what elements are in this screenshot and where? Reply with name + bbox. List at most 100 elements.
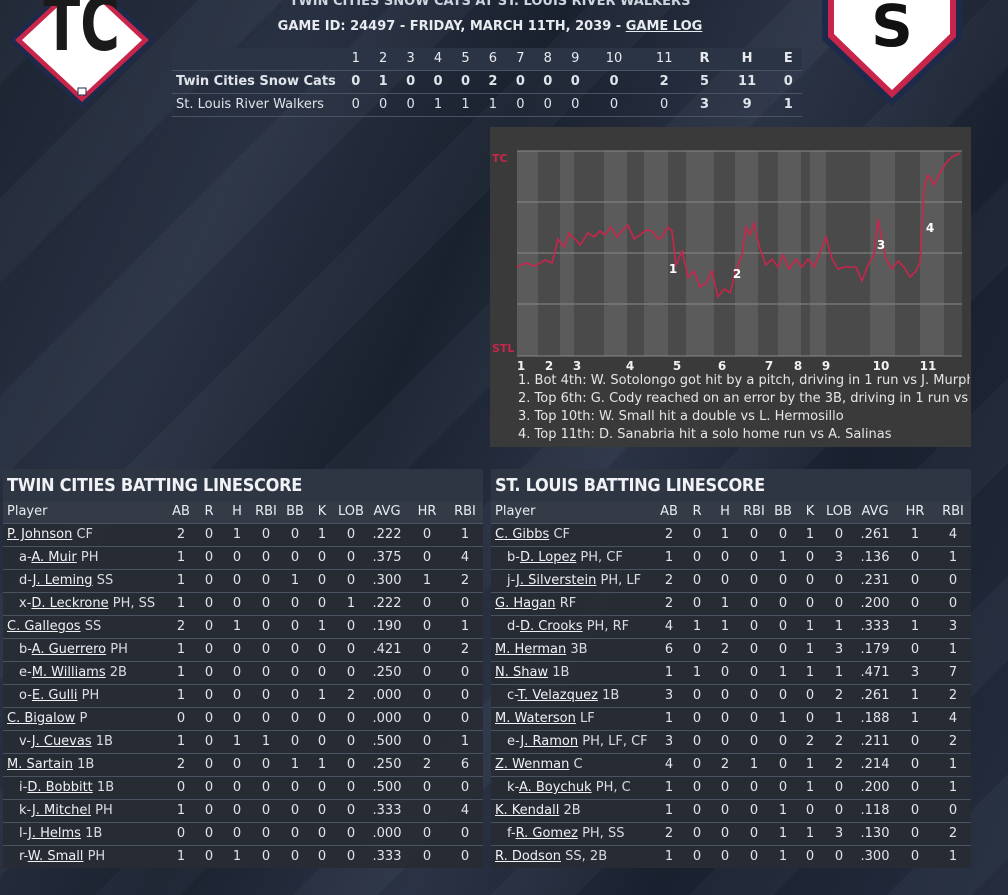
player-link[interactable]: D. Bobbitt <box>27 780 93 795</box>
stat-cell: 0 <box>335 775 367 799</box>
player-link[interactable]: M. Herman <box>495 642 567 657</box>
player-link[interactable]: N. Shaw <box>495 665 549 680</box>
stat-cell: 0 <box>683 683 711 707</box>
player-link[interactable]: C. Gibbs <box>495 527 550 542</box>
player-link[interactable]: K. Kendall <box>495 803 560 818</box>
stat-cell: 1 <box>895 614 935 638</box>
stat-cell: 2 <box>655 821 683 845</box>
batter-row: G. Hagan RF 2 0 1 0 0 0 0.200 0 0 <box>491 591 971 615</box>
player-link[interactable]: J. Mitchel <box>31 803 91 818</box>
player-link[interactable]: M. Williams <box>31 665 106 680</box>
player-link[interactable]: A. Guerrero <box>31 642 107 657</box>
batter-cell: a-A. Muir PH <box>3 545 167 569</box>
batter-cell: b-D. Lopez PH, CF <box>491 545 655 569</box>
player-link[interactable]: D. Lopez <box>519 550 577 565</box>
player-link[interactable]: R. Dodson <box>495 849 562 865</box>
stat-cell: 1 <box>797 821 823 845</box>
stat-cell: .211 <box>855 729 895 753</box>
player-link[interactable]: T. Velazquez <box>517 688 598 703</box>
stat-cell: 0 <box>281 798 309 822</box>
stat-cell: 0 <box>251 706 281 730</box>
player-link[interactable]: W. Small <box>27 849 84 865</box>
stat-cell: 1 <box>655 660 683 684</box>
batting-col-header: H <box>711 501 739 523</box>
batter-row: i-D. Bobbitt 1B 0 0 0 0 0 0 0.500 0 0 <box>3 775 483 799</box>
stat-cell: .179 <box>855 637 895 661</box>
player-link[interactable]: D. Leckrone <box>31 596 109 611</box>
stat-cell: 0 <box>251 798 281 822</box>
stat-cell: .261 <box>855 522 895 546</box>
inning-header: 11 <box>639 48 690 70</box>
player-link[interactable]: J. Silverstein <box>516 573 597 588</box>
player-link[interactable]: J. Helms <box>28 826 81 841</box>
player-link[interactable]: M. Sartain <box>7 757 73 772</box>
inning-header: 2 <box>369 48 397 70</box>
player-link[interactable]: M. Waterson <box>495 711 576 726</box>
stat-cell: 1 <box>167 545 195 569</box>
stat-cell: 0 <box>281 637 309 661</box>
stat-cell: 0 <box>407 844 447 868</box>
player-position: PH <box>110 642 128 657</box>
inning-runs: 0 <box>424 69 452 93</box>
batter-row: b-A. Guerrero PH 1 0 0 0 0 0 0.421 0 2 <box>3 637 483 661</box>
stat-cell: 0 <box>251 775 281 799</box>
batter-cell: M. Waterson LF <box>491 706 655 730</box>
inning-header: 6 <box>479 48 507 70</box>
stat-cell: 0 <box>447 821 483 845</box>
batter-cell: P. Johnson CF <box>3 522 167 546</box>
stat-cell: 0 <box>895 798 935 822</box>
stat-cell: 0 <box>251 568 281 592</box>
sub-prefix: k- <box>19 803 32 818</box>
stat-cell: 0 <box>195 614 223 638</box>
player-position: PH, SS <box>112 596 156 611</box>
stat-cell: 0 <box>683 844 711 868</box>
player-link[interactable]: J. Ramon <box>520 734 579 749</box>
stat-cell: .300 <box>367 568 407 592</box>
stat-cell: 0 <box>281 844 309 868</box>
stat-cell: .200 <box>855 775 895 799</box>
player-link[interactable]: C. Gallegos <box>7 619 81 634</box>
player-position: 1B <box>552 665 570 680</box>
stat-cell: 0 <box>797 706 823 730</box>
stat-cell: 1 <box>797 752 823 776</box>
game-log-link[interactable]: GAME LOG <box>625 19 703 34</box>
hits-header: H <box>719 48 775 70</box>
batter-row: r-W. Small PH 1 0 1 0 0 0 0.333 0 0 <box>3 844 483 868</box>
stat-cell: 0 <box>895 637 935 661</box>
batting-col-header: RBI <box>739 501 769 523</box>
player-link[interactable]: G. Hagan <box>495 596 556 611</box>
player-link[interactable]: C. Bigalow <box>7 711 76 726</box>
inning-header: 3 <box>396 48 425 70</box>
stat-cell: 0 <box>769 752 797 776</box>
stat-cell: 3 <box>823 821 855 845</box>
twin-cities-logo: TC <box>8 0 156 108</box>
stat-cell: 0 <box>895 729 935 753</box>
stat-cell: 3 <box>655 729 683 753</box>
player-link[interactable]: P. Johnson <box>7 527 73 542</box>
stat-cell: 0 <box>309 637 335 661</box>
player-link[interactable]: J. Cuevas <box>31 734 92 749</box>
sub-prefix: x- <box>19 596 32 611</box>
matchup-title: TWIN CITIES SNOW CATS AT ST. LOUIS RIVER… <box>289 0 691 8</box>
stat-cell: 1 <box>281 568 309 592</box>
player-link[interactable]: R. Gomez <box>515 826 578 841</box>
scoring-marker: 1 <box>669 262 677 276</box>
player-position: 1B <box>85 826 103 841</box>
batter-cell: f-R. Gomez PH, SS <box>491 821 655 845</box>
stat-cell: 0 <box>251 752 281 776</box>
batter-row: o-E. Gulli PH 1 0 0 0 0 1 2.000 0 0 <box>3 683 483 707</box>
batter-row: P. Johnson CF 2 0 1 0 0 1 0.222 0 1 <box>3 522 483 546</box>
stat-cell: 0 <box>769 637 797 661</box>
stat-cell: 0 <box>769 568 797 592</box>
player-link[interactable]: J. Leming <box>32 573 93 588</box>
player-link[interactable]: A. Muir <box>31 550 77 565</box>
stat-cell: 0 <box>223 637 251 661</box>
player-link[interactable]: D. Crooks <box>519 619 583 634</box>
stat-cell: 0 <box>711 798 739 822</box>
player-position: RF <box>559 596 577 611</box>
player-link[interactable]: A. Boychuk <box>518 780 592 795</box>
player-link[interactable]: E. Gulli <box>31 688 78 703</box>
stat-cell: 0 <box>711 821 739 845</box>
player-link[interactable]: Z. Wenman <box>495 757 570 772</box>
